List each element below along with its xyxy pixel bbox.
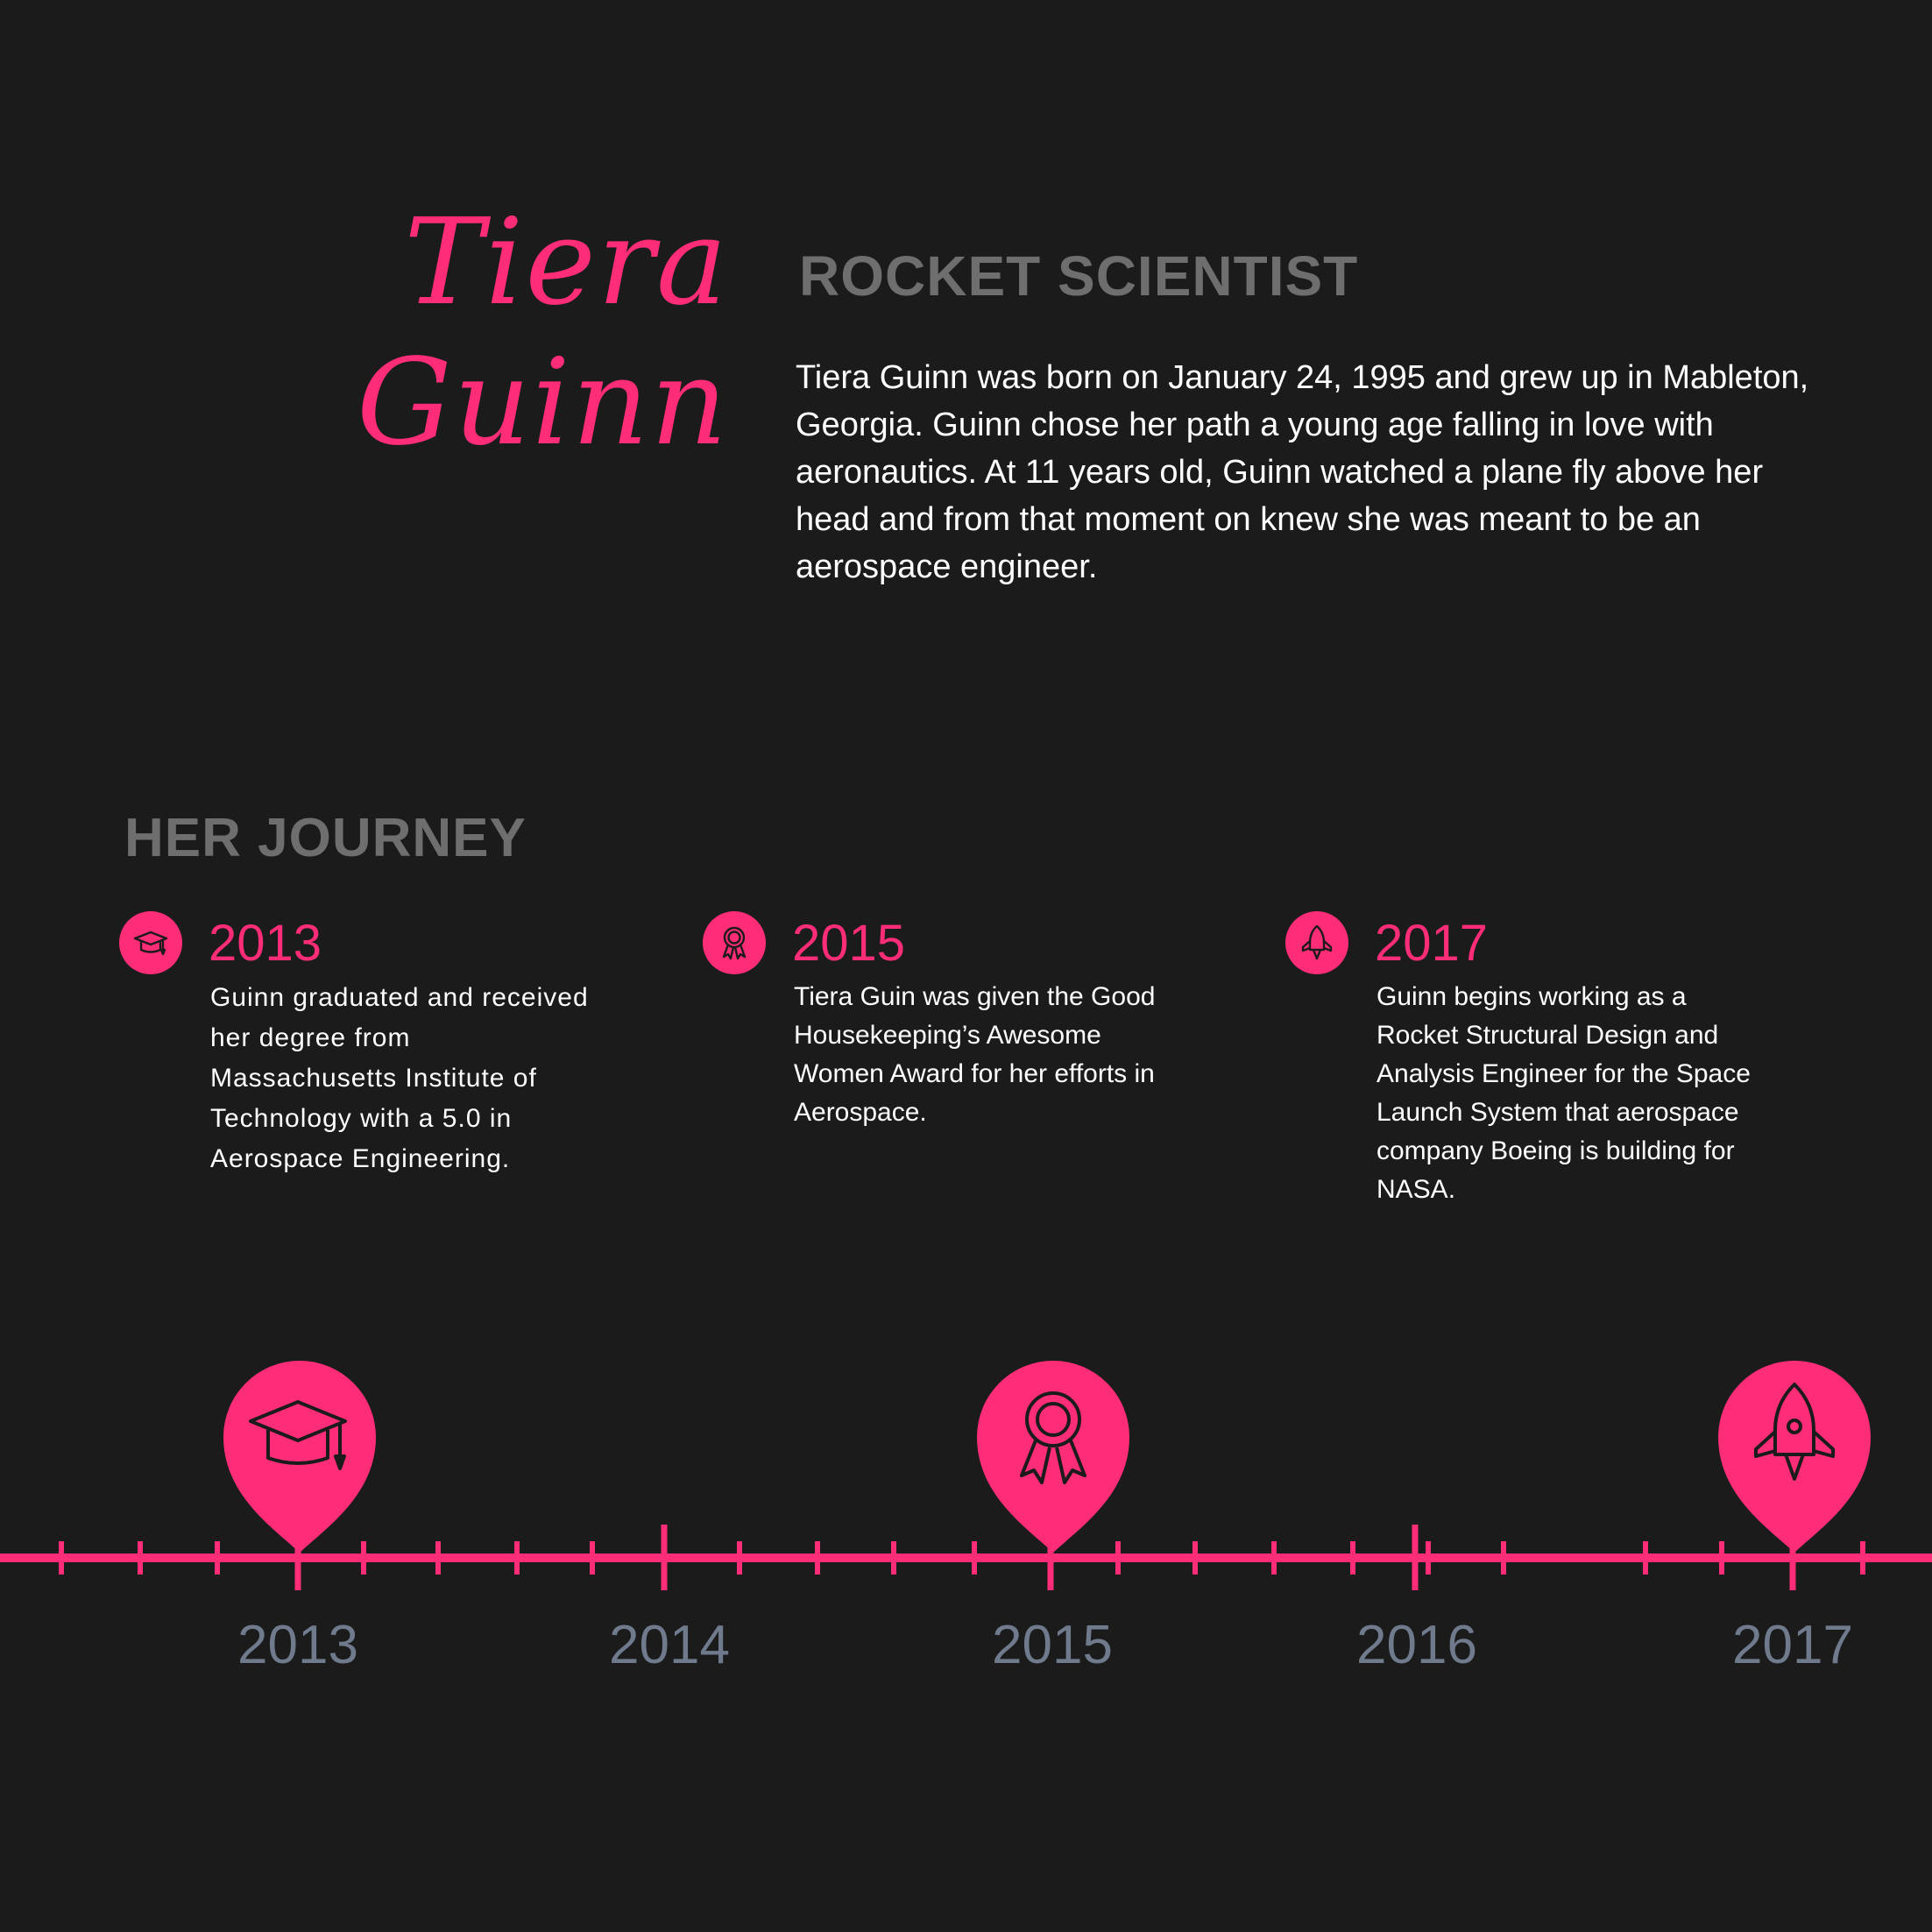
bio-paragraph: Tiera Guinn was born on January 24, 1995… (796, 359, 1809, 585)
award-ribbon-icon (1020, 1391, 1086, 1484)
timeline-marker-2015 (977, 1361, 1129, 1553)
first-name: Tiera (404, 194, 729, 332)
graduation-cap-icon (119, 911, 182, 974)
timeline-year-2017: 2017 (1732, 1615, 1853, 1675)
timeline-year-2015: 2015 (992, 1615, 1113, 1675)
timeline-minor-ticks (59, 1541, 1865, 1575)
last-name: Guinn (357, 334, 729, 472)
event-description: Guinn begins working as a Rocket Structu… (1376, 982, 1751, 1204)
graduation-cap-icon (249, 1400, 347, 1470)
event-description: Tiera Guin was given the Good Housekeepi… (794, 982, 1156, 1127)
timeline-marker-2017 (1718, 1361, 1871, 1553)
journey-title: HER JOURNEY (124, 808, 527, 868)
rocket-icon (1754, 1383, 1835, 1481)
event-year: 2017 (1375, 915, 1489, 972)
timeline-marker-2013 (223, 1361, 376, 1553)
timeline-year-2016: 2016 (1356, 1615, 1477, 1675)
role-title: ROCKET SCIENTIST (799, 244, 1359, 308)
event-year: 2013 (209, 915, 322, 972)
timeline-year-2014: 2014 (609, 1615, 730, 1675)
timeline-year-2013: 2013 (237, 1615, 358, 1675)
rocket-icon (1285, 911, 1348, 974)
event-year: 2015 (792, 915, 906, 972)
event-description: Guinn graduated and received her degree … (210, 983, 589, 1173)
award-ribbon-icon (703, 911, 766, 974)
